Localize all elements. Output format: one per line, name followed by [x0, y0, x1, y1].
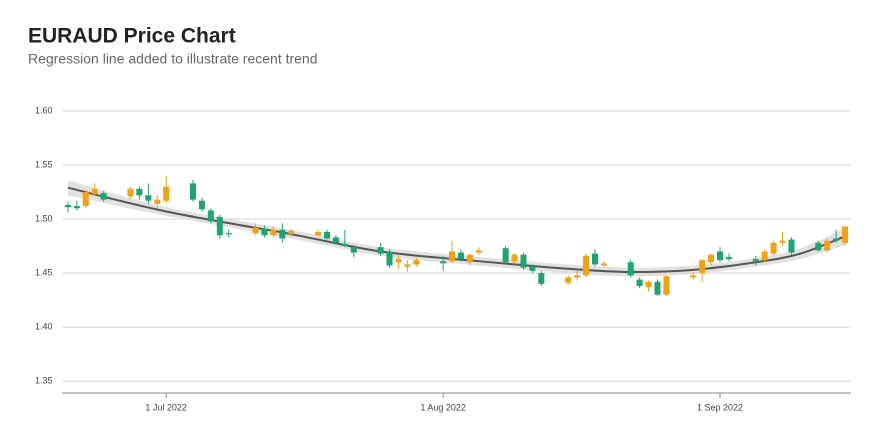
y-tick-label: 1.45: [35, 267, 53, 277]
candle-body: [645, 281, 652, 288]
candle-body: [82, 192, 89, 207]
candle-body: [136, 188, 143, 196]
candle-body: [127, 188, 134, 197]
y-tick-label: 1.50: [35, 213, 53, 223]
candle-body: [413, 260, 420, 265]
candle-body: [717, 251, 724, 261]
candle-body: [386, 251, 393, 266]
candle-body: [404, 264, 411, 267]
regression-band: [67, 180, 846, 277]
candle-body: [163, 186, 170, 201]
candle-body: [583, 255, 590, 276]
candle-body: [502, 248, 509, 263]
candle-body: [332, 237, 339, 243]
candle-body: [663, 276, 670, 295]
candle-body: [752, 259, 759, 262]
candle-body: [690, 275, 697, 278]
candle-body: [466, 254, 473, 263]
y-tick-label: 1.35: [35, 375, 53, 385]
candle-body: [529, 266, 536, 271]
candle-body: [270, 229, 277, 236]
y-tick-label: 1.60: [35, 105, 53, 115]
candle-body: [511, 254, 518, 262]
candle-body: [252, 227, 259, 234]
candle-body: [761, 251, 768, 261]
candle-body: [207, 210, 214, 222]
candle-body: [341, 243, 348, 247]
candle-body: [64, 205, 71, 208]
candle-body: [315, 232, 322, 236]
candle-body: [520, 254, 527, 268]
candle-body: [565, 277, 572, 283]
x-tick-label: 1 Aug 2022: [420, 402, 466, 412]
candle-body: [636, 279, 643, 287]
candle-body: [279, 229, 286, 239]
candle-body: [395, 259, 402, 263]
candle-body: [261, 228, 268, 236]
candle-body: [73, 206, 80, 209]
candle-body: [779, 240, 786, 243]
candle-body: [591, 253, 598, 265]
candle-body: [189, 183, 196, 200]
candle-body: [440, 261, 447, 264]
candle-body: [842, 226, 849, 243]
candle-body: [198, 200, 205, 210]
candle-body: [627, 262, 634, 276]
candle-body: [824, 240, 831, 251]
chart-subtitle: Regression line added to illustrate rece…: [28, 51, 318, 67]
candle-body: [154, 199, 161, 204]
candle-body: [654, 281, 661, 295]
candle-body: [708, 254, 715, 263]
candle-body: [457, 252, 464, 260]
candle-body: [538, 273, 545, 284]
x-tick-label: 1 Jul 2022: [145, 402, 187, 412]
candle-body: [725, 256, 732, 260]
candle-body: [449, 251, 456, 262]
y-tick-label: 1.40: [35, 321, 53, 331]
y-tick-label: 1.55: [35, 159, 53, 169]
chart-title: EURAUD Price Chart: [28, 25, 236, 48]
candle-body: [699, 260, 706, 274]
candle-body: [91, 188, 98, 195]
candle-body: [377, 247, 384, 254]
candle-body: [788, 239, 795, 253]
candle-body: [350, 247, 357, 253]
candle-body: [574, 275, 581, 278]
candle-body: [833, 238, 840, 241]
candle-body: [770, 242, 777, 254]
candle-body: [475, 250, 482, 253]
candle-body: [145, 195, 152, 201]
candle-body: [288, 230, 295, 235]
candle-body: [225, 233, 232, 235]
candle-body: [323, 232, 330, 239]
candle-body: [100, 193, 107, 200]
candle-body: [216, 216, 223, 236]
candle-body: [600, 263, 607, 266]
candle-body: [815, 242, 822, 251]
x-tick-label: 1 Sep 2022: [697, 402, 743, 412]
